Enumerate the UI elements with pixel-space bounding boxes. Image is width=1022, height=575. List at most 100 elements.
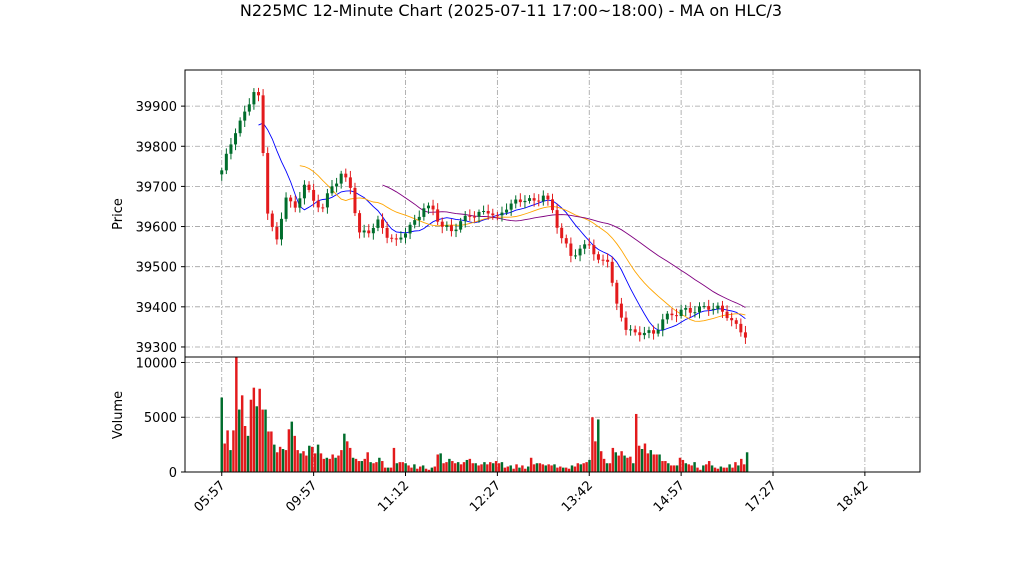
volume-bar [544, 465, 547, 472]
candle-body [220, 170, 224, 175]
candle-body [537, 200, 541, 202]
volume-bar [497, 463, 501, 472]
volume-bar [535, 463, 539, 472]
candle-body [417, 216, 421, 221]
volume-bar [462, 462, 466, 472]
x-tick-label: 17:27 [743, 478, 780, 515]
candle-body [454, 229, 458, 232]
volume-bar [433, 466, 437, 472]
x-tick-label: 18:42 [835, 478, 872, 515]
candle-body [436, 209, 440, 222]
volume-bar [331, 454, 334, 472]
price-panel-frame [184, 69, 921, 358]
volume-bar [471, 463, 474, 472]
volume-bar [646, 453, 650, 472]
volume-bar [640, 449, 644, 472]
candle-body [528, 198, 532, 201]
volume-bar [249, 399, 253, 472]
candle-body [440, 221, 444, 227]
volume-bar [340, 450, 343, 472]
volume-bar [448, 458, 451, 472]
volume-bar [436, 454, 439, 472]
candle-body [583, 244, 587, 249]
candle-body [376, 219, 380, 228]
volume-bar [319, 453, 323, 472]
volume-bar [223, 443, 226, 472]
volume-axis-label: Volume [111, 391, 126, 439]
volume-bar [238, 409, 241, 472]
candle-body [472, 216, 476, 218]
volume-bar [261, 409, 264, 472]
candle-body [321, 207, 325, 209]
candle-body [482, 210, 486, 212]
price-tick-label: 39400 [136, 301, 177, 316]
candle-body [468, 215, 472, 217]
candle-body [675, 315, 679, 317]
volume-bar [675, 465, 679, 472]
chart-title: N225MC 12-Minute Chart (2025-07-11 17:00… [240, 1, 782, 20]
volume-bar [532, 464, 536, 472]
candle-body [711, 308, 715, 310]
volume-bar [710, 465, 714, 472]
volume-bar [235, 357, 238, 472]
candle-body [275, 227, 279, 240]
candle-body [624, 317, 628, 330]
volume-bar [398, 462, 402, 472]
candle-body [381, 219, 385, 228]
candle-body [679, 309, 683, 316]
volume-bar [576, 463, 580, 472]
candle-body [702, 306, 706, 308]
grid-layer [185, 70, 920, 473]
volume-bar [591, 417, 594, 472]
volume-bar [573, 466, 577, 472]
volume-bar [454, 463, 457, 472]
volume-bar [617, 455, 620, 472]
candle-body [734, 320, 738, 324]
volume-bar [255, 406, 259, 472]
volume-bar [728, 464, 731, 472]
candle-body [243, 111, 247, 121]
volume-bar [427, 469, 431, 472]
candle-body [252, 92, 256, 105]
volume-bar [442, 463, 445, 472]
candle-body [505, 209, 509, 213]
ma-mid-line [299, 165, 746, 322]
candle-body [578, 248, 582, 256]
volume-bar [468, 458, 472, 472]
volume-bar [526, 466, 530, 472]
candle-body [532, 198, 536, 201]
volume-bar [529, 457, 533, 472]
volume-bar [672, 465, 676, 472]
candle-body [555, 210, 559, 228]
volume-bar [494, 461, 498, 472]
candle-body [325, 193, 329, 208]
candle-body [266, 153, 270, 214]
candle-body [413, 220, 417, 225]
volume-bar [564, 467, 568, 472]
candle-body [353, 187, 357, 214]
volume-tick-label: 5000 [144, 411, 177, 426]
candle-body [514, 199, 518, 204]
volume-bar [632, 463, 635, 472]
price-tick-label: 39600 [136, 221, 177, 236]
volume-bar [334, 457, 337, 472]
volume-bar [226, 430, 229, 472]
volume-bar [734, 462, 737, 472]
candle-body [344, 173, 348, 178]
volume-tick-label: 0 [169, 466, 177, 481]
candle-body [665, 313, 669, 320]
volume-bar [623, 455, 626, 472]
volume-bar [667, 463, 670, 472]
candle-body [486, 210, 490, 214]
volume-bar [305, 455, 308, 472]
volume-bar [313, 453, 317, 472]
candle-body [477, 211, 481, 217]
candle-body [431, 205, 435, 210]
volume-bar [661, 461, 664, 472]
candle-body [633, 329, 637, 333]
volume-bar [582, 463, 585, 472]
candle-body [362, 230, 366, 233]
candle-body [445, 225, 449, 227]
candle-body [725, 311, 729, 319]
volume-bar [553, 464, 556, 472]
